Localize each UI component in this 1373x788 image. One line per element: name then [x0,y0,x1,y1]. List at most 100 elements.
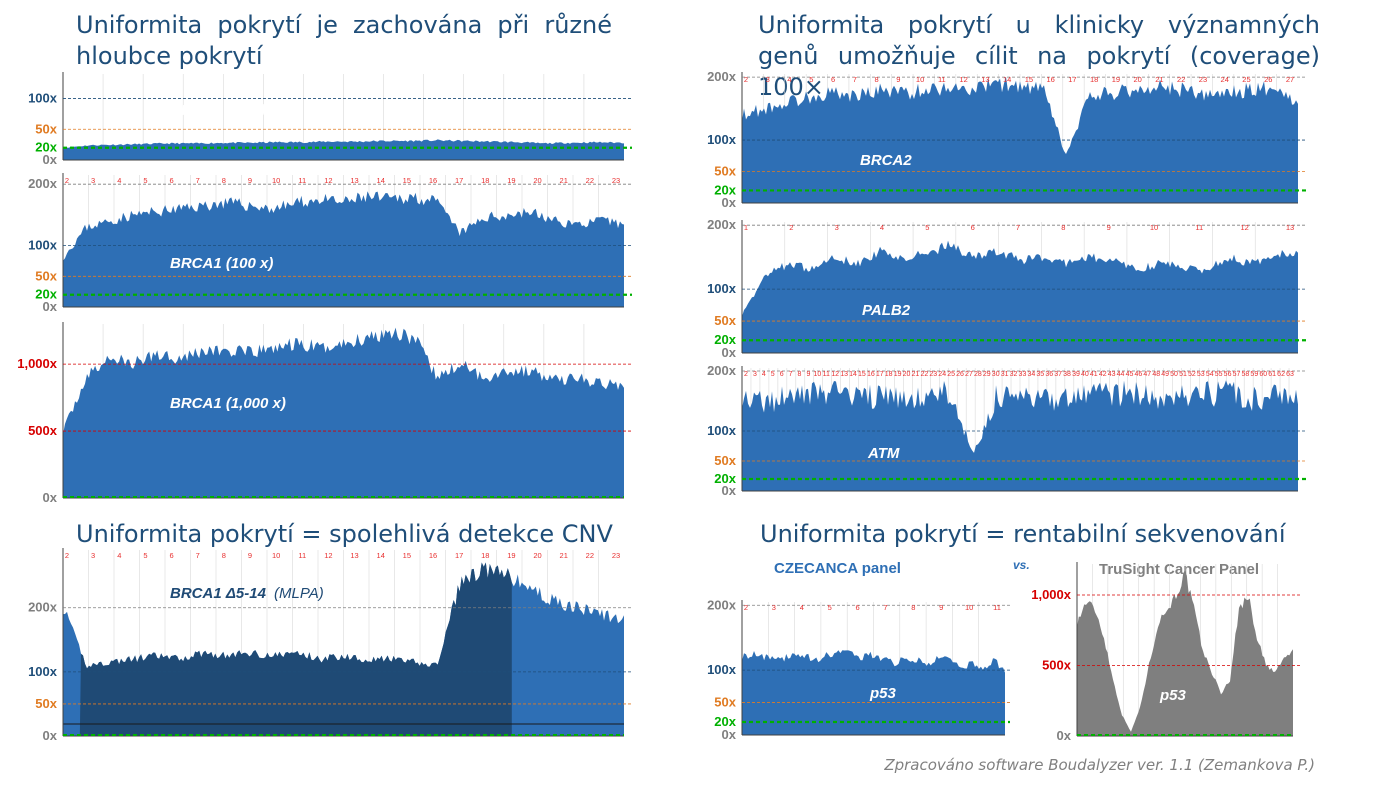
exon-label: 7 [196,176,200,185]
exon-label: 13 [981,75,989,84]
exon-label: 17 [455,551,463,560]
exon-label: 51 [1179,371,1187,378]
exon-label: 18 [481,551,489,560]
heading-q4: Uniformita pokrytí = rentabilní sekvenov… [760,520,1286,548]
exon-label: 5 [809,75,813,84]
exon-label: 60 [1259,371,1267,378]
exon-label: 12 [959,75,967,84]
exon-label: 11 [823,371,830,378]
exon-label: 16 [867,371,875,378]
exon-label: 7 [789,371,793,378]
exon-label: 31 [1001,371,1009,378]
exon-label: 21 [560,551,568,560]
exon-label: 14 [377,551,385,560]
exon-label: 17 [455,176,463,185]
exon-label: 11 [1195,223,1203,232]
y-tick-label: 200x [28,600,58,615]
y-tick-label: 0x [722,727,737,742]
exon-label: 2 [65,176,69,185]
exon-label: 17 [876,371,884,378]
exon-label: 14 [1003,75,1011,84]
exon-label: 15 [403,551,411,560]
exon-label: 11 [298,176,306,185]
y-tick-label: 200x [707,598,737,612]
y-tick-label: 50x [714,695,736,710]
exon-label: 13 [1286,223,1294,232]
exon-label: 32 [1010,371,1018,378]
exon-label: 12 [324,176,332,185]
exon-label: 5 [771,371,775,378]
y-tick-label: 100x [707,662,737,677]
exon-label: 26 [1264,75,1272,84]
exon-label: 50 [1170,371,1178,378]
exon-label: 18 [481,176,489,185]
heading-q2: Uniformita pokrytí u klinicky významných… [758,11,1320,101]
deleted-region-area [79,562,512,736]
gene-label: BRCA1 (20 x) [170,102,265,119]
exon-label: 20 [1134,75,1142,84]
y-tick-label: 200x [707,70,737,84]
exon-label: 17 [1068,75,1076,84]
exon-label: 22 [1177,75,1185,84]
exon-label: 12 [324,551,332,560]
y-tick-label: 100x [28,238,58,253]
exon-label: 16 [1046,75,1054,84]
exon-label: 5 [143,176,147,185]
y-tick-label: 200x [28,176,58,191]
y-tick-label: 50x [35,121,57,136]
exon-label: 7 [853,75,857,84]
exon-label: 7 [1016,223,1020,232]
exon-label: 10 [965,603,973,612]
exon-label: 28 [974,371,982,378]
exon-label: 16 [429,551,437,560]
coverage-area [63,327,624,498]
exon-label: 42 [1099,371,1107,378]
exon-label: 19 [894,371,902,378]
exon-label: 20 [533,551,541,560]
gene-label: BRCA1 (1,000 x) [170,395,286,412]
y-tick-label: 100x [28,91,58,106]
exon-label: 39 [1072,371,1080,378]
coverage-area [1077,570,1293,736]
exon-label: 9 [248,176,252,185]
exon-label: 26 [956,371,964,378]
exon-label: 59 [1250,371,1258,378]
y-tick-label: 20x [35,287,57,302]
exon-label: 15 [1025,75,1033,84]
exon-label: 35 [1036,371,1044,378]
exon-label: 24 [938,371,946,378]
exon-label: 19 [507,551,515,560]
exon-label: 44 [1117,371,1125,378]
exon-label: 41 [1090,371,1098,378]
exon-label: 10 [1150,223,1158,232]
exon-label: 48 [1152,371,1160,378]
coverage-area [742,380,1298,491]
exon-label: 61 [1268,371,1276,378]
y-tick-label: 0x [722,483,737,498]
y-tick-label: 0x [43,728,58,743]
exon-label: 25 [1242,75,1250,84]
exon-label: 34 [1027,371,1035,378]
software-credit: Zpracováno software Boudalyzer ver. 1.1 … [884,756,1315,774]
exon-label: 19 [507,176,515,185]
y-tick-label: 20x [714,182,736,197]
exon-label: 62 [1277,371,1285,378]
exon-label: 3 [91,176,95,185]
exon-label: 3 [766,75,770,84]
y-tick-label: 100x [707,281,737,296]
exon-label: 40 [1081,371,1089,378]
exon-label: 57 [1233,371,1241,378]
y-tick-label: 20x [714,714,736,729]
exon-label: 18 [1090,75,1098,84]
gene-label: BRCA2 [860,152,912,169]
y-tick-label: 50x [35,696,57,711]
y-tick-label: 50x [35,268,57,283]
exon-label: 13 [350,176,358,185]
y-tick-label: 500x [1042,658,1072,673]
exon-label: 11 [993,603,1001,612]
gene-label: BRCA1 (100 x) [170,255,273,272]
